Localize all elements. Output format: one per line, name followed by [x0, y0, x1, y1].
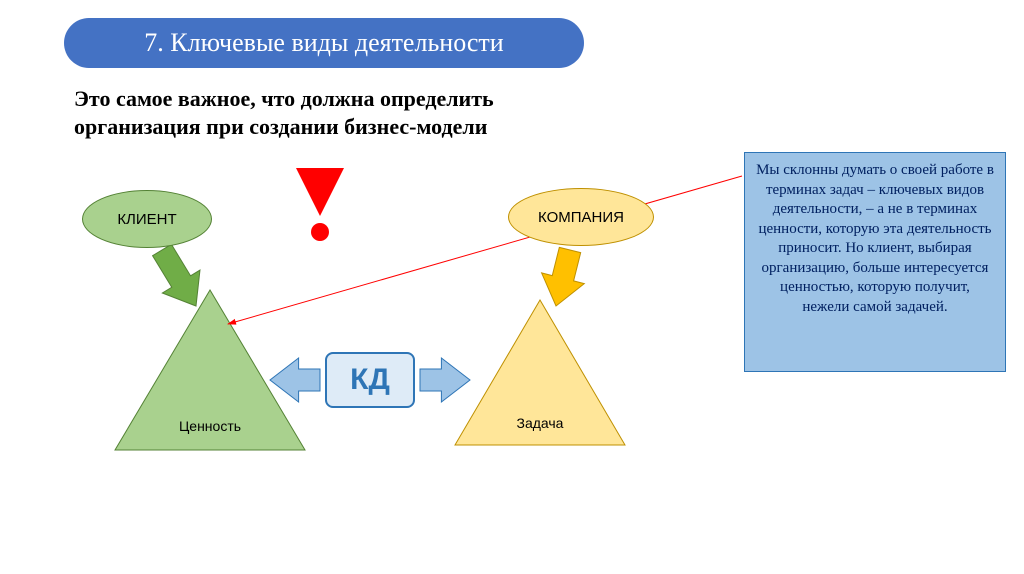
info-box: Мы склонны думать о своей работе в терми…	[744, 152, 1006, 372]
task-triangle: Задача	[455, 300, 625, 445]
kd-box: КД	[325, 352, 415, 408]
subtitle-text: Это самое важное, что должна определить …	[74, 86, 494, 139]
company-ellipse: КОМПАНИЯ	[508, 188, 654, 246]
info-text: Мы склонны думать о своей работе в терми…	[756, 162, 994, 315]
kd-label: КД	[350, 363, 390, 397]
title-text: 7. Ключевые виды деятельности	[144, 28, 503, 58]
value-label: Ценность	[115, 418, 305, 434]
title-bar: 7. Ключевые виды деятельности	[64, 18, 584, 68]
client-ellipse: КЛИЕНТ	[82, 190, 212, 248]
company-label: КОМПАНИЯ	[538, 209, 624, 226]
client-label: КЛИЕНТ	[117, 211, 176, 228]
task-label: Задача	[455, 415, 625, 431]
subtitle: Это самое важное, что должна определить …	[74, 85, 594, 140]
value-triangle: Ценность	[115, 290, 305, 450]
